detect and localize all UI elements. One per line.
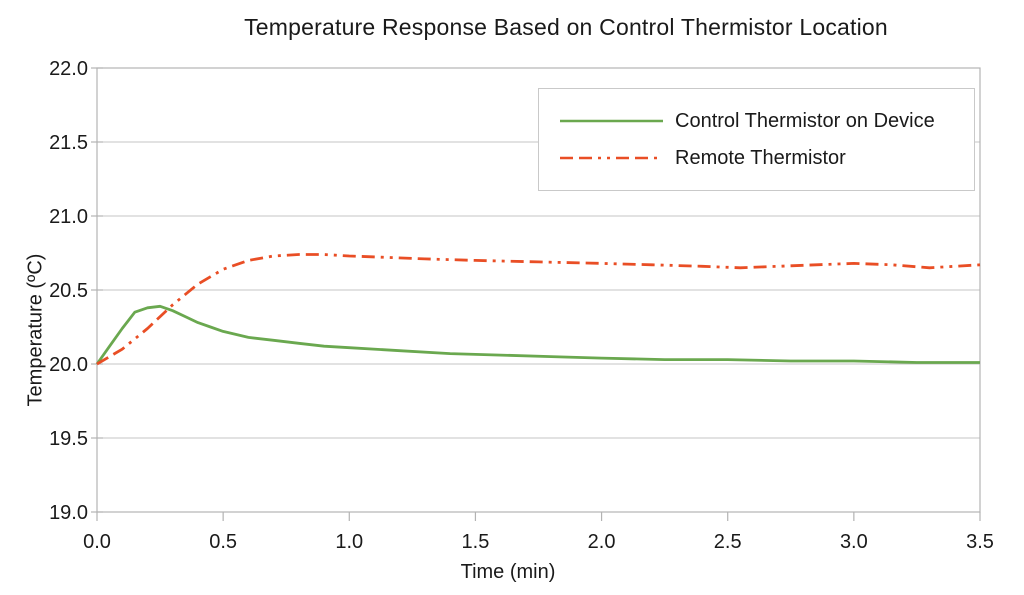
svg-text:0.5: 0.5 xyxy=(209,531,237,553)
series-line-1 xyxy=(96,253,981,366)
tick-labels: 19.0 19.5 20.0 20.5 21.0 21.5 22.0 0.0 0.5 1.0 1.5… xyxy=(49,58,994,553)
svg-text:19.0: 19.0 xyxy=(49,502,88,524)
legend-line-sample-control xyxy=(560,119,663,123)
svg-text:1.0: 1.0 xyxy=(335,531,363,553)
legend: Control Thermistor on Device Remote Ther… xyxy=(538,88,975,191)
axis-ticks xyxy=(91,67,981,521)
svg-text:19.5: 19.5 xyxy=(49,428,88,450)
x-axis-title: Time (min) xyxy=(460,561,556,583)
svg-text:2.5: 2.5 xyxy=(714,531,742,553)
svg-text:3.0: 3.0 xyxy=(840,531,868,553)
svg-text:3.5: 3.5 xyxy=(966,531,994,553)
svg-text:20.5: 20.5 xyxy=(49,280,88,302)
series-line-0 xyxy=(95,304,980,365)
y-axis-title: Temperature (ºC) xyxy=(24,253,47,407)
svg-text:20.0: 20.0 xyxy=(49,354,88,376)
legend-entry-remote: Remote Thermistor xyxy=(559,147,974,170)
svg-text:21.5: 21.5 xyxy=(49,132,88,154)
svg-text:22.0: 22.0 xyxy=(49,58,88,80)
svg-text:1.5: 1.5 xyxy=(462,531,490,553)
chart-title: Temperature Response Based on Control Th… xyxy=(244,14,888,40)
legend-entry-control: Control Thermistor on Device xyxy=(559,110,974,133)
svg-text:0.0: 0.0 xyxy=(83,531,111,553)
legend-label-remote: Remote Thermistor xyxy=(675,146,846,169)
svg-text:21.0: 21.0 xyxy=(49,206,88,228)
svg-text:2.0: 2.0 xyxy=(588,531,616,553)
legend-line-sample-remote xyxy=(560,156,663,160)
data-series-lines xyxy=(95,253,981,366)
legend-label-control: Control Thermistor on Device xyxy=(675,109,935,132)
